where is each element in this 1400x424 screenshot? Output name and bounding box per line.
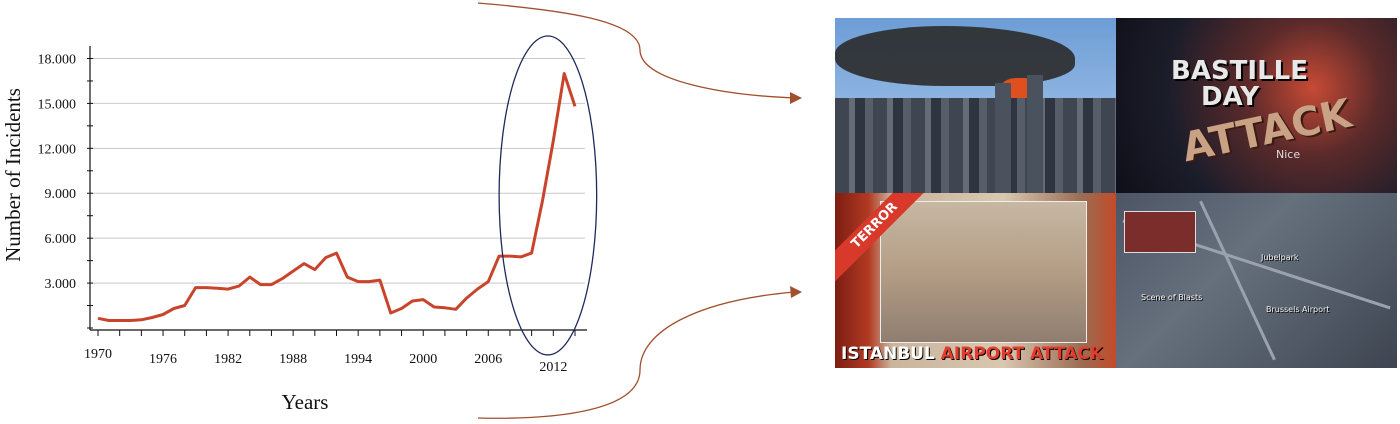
- y-tick-label: 15.000: [38, 97, 77, 112]
- attack-image-collage: BASTILLE DAY ATTACK Nice TERROR ISTANBUL…: [835, 18, 1397, 368]
- y-tick-label: 18.000: [38, 52, 77, 67]
- y-tick-label: 3.000: [45, 277, 77, 292]
- y-axis-title: Number of Incidents: [1, 88, 25, 262]
- lower-arrow-head: [790, 286, 802, 298]
- day-line: DAY: [1201, 82, 1260, 112]
- wtc-attack-image: [835, 18, 1116, 193]
- x-tick-label: 1970: [84, 347, 112, 362]
- airport-cctv-frame: [880, 201, 1087, 343]
- x-tick-label: 1976: [149, 352, 177, 367]
- x-tick-label: 2006: [474, 352, 502, 367]
- city-skyline: [835, 98, 1116, 193]
- y-tick-label: 9.000: [45, 187, 77, 202]
- istanbul-airport-attack-image: TERROR ISTANBUL AIRPORT ATTACK: [835, 193, 1116, 368]
- map-label-airport: Brussels Airport: [1266, 305, 1330, 314]
- tower-left: [995, 83, 1011, 193]
- x-tick-label: 1994: [344, 352, 372, 367]
- map-label-scene-of-blasts: Scene of Blasts: [1141, 293, 1203, 302]
- brussels-blasts-map-image: Scene of Blasts Brussels Airport Jubelpa…: [1116, 193, 1397, 368]
- y-tick-label: 12.000: [38, 142, 77, 157]
- tower-right: [1027, 75, 1043, 193]
- data-series: [97, 72, 577, 322]
- y-tick-label: 6.000: [45, 232, 77, 247]
- ticks: 3.000 6.000 9.000 12.000 15.000 18.000 1970 197…: [38, 52, 576, 375]
- caption-red: AIRPORT ATTACK: [940, 344, 1103, 364]
- x-tick-label: 2012: [539, 360, 567, 375]
- grid-lines: [90, 57, 585, 284]
- axes: [89, 46, 587, 331]
- upper-arrow-curve: [477, 2, 796, 99]
- istanbul-caption: ISTANBUL AIRPORT ATTACK: [841, 344, 1103, 364]
- caption-white: ISTANBUL: [841, 344, 941, 364]
- annotations: [477, 2, 802, 419]
- x-axis-title: Years: [282, 390, 329, 414]
- map-road: [1199, 200, 1276, 361]
- map-label-jubelpark: Jubelpark: [1261, 253, 1299, 262]
- x-tick-label: 1982: [214, 352, 242, 367]
- highlight-ellipse: [498, 35, 598, 356]
- map-inset: [1124, 211, 1196, 253]
- nice-label: Nice: [1276, 148, 1301, 161]
- bastille-day-attack-image: BASTILLE DAY ATTACK Nice: [1116, 18, 1397, 193]
- x-tick-label: 2000: [409, 352, 437, 367]
- upper-arrow-head: [790, 92, 802, 104]
- x-tick-label: 1988: [279, 352, 307, 367]
- bastille-line: BASTILLE: [1171, 56, 1308, 86]
- lower-arrow-curve: [477, 291, 796, 419]
